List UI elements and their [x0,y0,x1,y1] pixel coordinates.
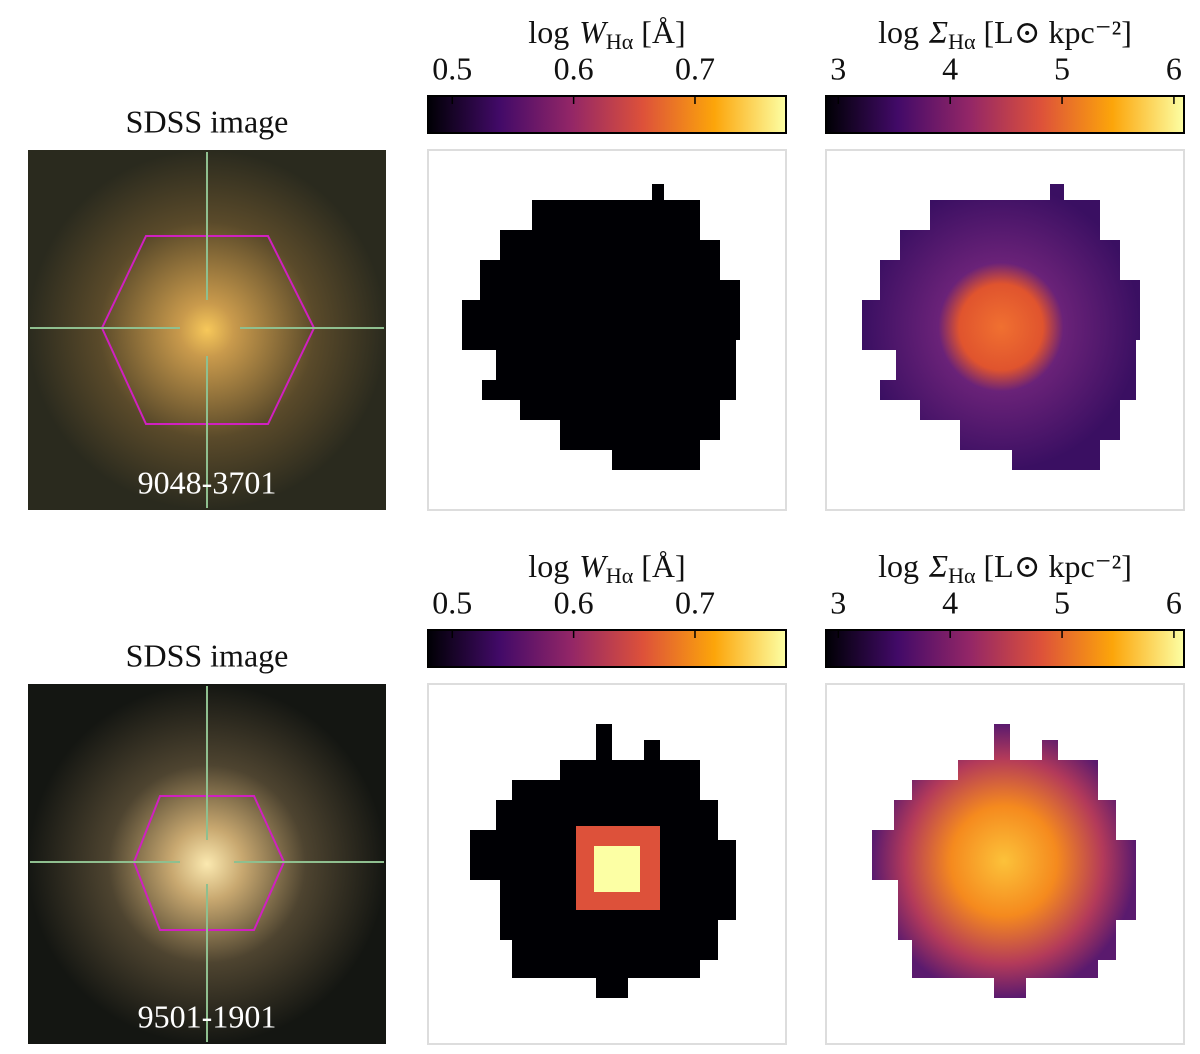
ew-map [462,184,740,470]
colorbar [825,95,1185,134]
galaxy-id: 9048-3701 [138,464,277,500]
label-subscript: Hα [948,29,976,54]
galaxy-id: 9501-1901 [138,998,277,1034]
colorbar-tick-label: 6 [1166,584,1182,620]
label-subscript: Hα [948,563,976,588]
colorbar-tick-label: 0.7 [675,50,715,86]
sdss-title: SDSS image [126,103,289,139]
label-prefix: log [878,548,919,584]
row-1 [28,149,1185,511]
colorbar-tick-label: 0.6 [554,584,594,620]
colorbar-tick-label: 3 [830,50,846,86]
sdss-title: SDSS image [126,637,289,673]
colorbar-label: log WHα [Å] [528,14,685,54]
label-symbol: Σ [928,14,948,50]
sigma-map [872,724,1136,998]
label-symbol: W [579,14,609,50]
colorbar-tick-label: 4 [942,50,958,86]
colorbar [825,629,1185,668]
colorbar-tick-label: 6 [1166,50,1182,86]
label-prefix: log [528,548,569,584]
ew-core [594,846,640,892]
colorbar-tick-label: 4 [942,584,958,620]
label-unit: [L⊙ kpc⁻²] [983,548,1131,584]
colorbar [427,629,787,668]
colorbar-label: log ΣHα [L⊙ kpc⁻²] [878,14,1132,54]
colorbar-tick-label: 5 [1054,50,1070,86]
colorbar-tick-label: 0.6 [554,50,594,86]
label-unit: [Å] [641,548,685,584]
label-prefix: log [528,14,569,50]
crosshair [30,686,384,1042]
row-2 [28,683,1185,1045]
label-unit: [L⊙ kpc⁻²] [983,14,1131,50]
colorbar-tick-label: 5 [1054,584,1070,620]
label-prefix: log [878,14,919,50]
colorbar-tick-label: 3 [830,584,846,620]
label-symbol: Σ [928,548,948,584]
colorbar-tick-label: 0.7 [675,584,715,620]
colorbar-label: log ΣHα [L⊙ kpc⁻²] [878,548,1132,588]
sigma-map [862,184,1140,470]
label-subscript: Hα [606,563,634,588]
colorbar-tick-label: 0.5 [432,50,472,86]
label-symbol: W [579,548,609,584]
label-subscript: Hα [606,29,634,54]
colorbar [427,95,787,134]
crosshair [30,152,384,508]
colorbar-label: log WHα [Å] [528,548,685,588]
colorbar-tick-label: 0.5 [432,584,472,620]
label-unit: [Å] [641,14,685,50]
